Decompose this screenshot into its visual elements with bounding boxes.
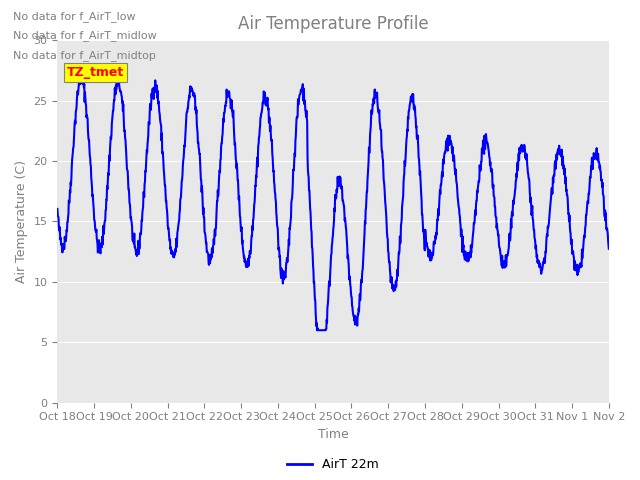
Legend: AirT 22m: AirT 22m — [282, 453, 384, 476]
Y-axis label: Air Temperature (C): Air Temperature (C) — [15, 160, 28, 283]
Text: No data for f_AirT_midtop: No data for f_AirT_midtop — [13, 49, 156, 60]
Title: Air Temperature Profile: Air Temperature Profile — [238, 15, 428, 33]
Text: No data for f_AirT_low: No data for f_AirT_low — [13, 11, 136, 22]
X-axis label: Time: Time — [317, 428, 349, 441]
Text: No data for f_AirT_midlow: No data for f_AirT_midlow — [13, 30, 157, 41]
Text: TZ_tmet: TZ_tmet — [67, 66, 124, 79]
